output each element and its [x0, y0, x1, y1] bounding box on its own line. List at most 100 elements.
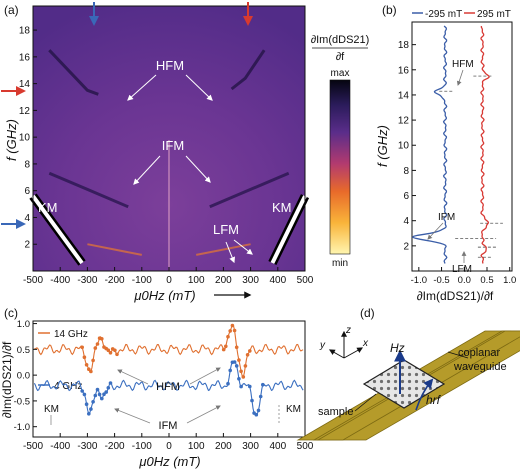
c-series-point-2 [80, 389, 84, 393]
a-ytick-label: 14 [19, 79, 31, 90]
a-ytick-label: 18 [19, 26, 31, 37]
c-series-point-1 [100, 337, 104, 341]
panel-c-x-ticks: -500 -400 -300 -200 -100 0 100 200 300 400 500 [23, 433, 314, 452]
c-series-point-2 [250, 398, 254, 403]
colorbar [329, 79, 351, 255]
c-series-point-1 [84, 363, 89, 367]
axis-y-label: y [319, 340, 326, 351]
c-series-point-1 [91, 358, 95, 363]
c-xtick-label: 200 [215, 441, 232, 452]
c-series-point-1 [221, 347, 226, 352]
heatmap-mode-lines [48, 49, 290, 256]
c-series-point-2 [234, 364, 239, 368]
c-hfm-label: HFM [156, 381, 180, 393]
c-ytick-label: -1.0 [14, 422, 30, 433]
km-line-inner-right [270, 195, 307, 264]
panel-b-xlabel: ∂Im(dDS21)/∂f [417, 289, 494, 303]
lfm-arrow-lower [225, 241, 236, 264]
axis-y-arrow [328, 349, 345, 359]
b-ytick-label: 18 [398, 40, 410, 51]
c-series-point-1 [224, 344, 228, 349]
c-series-point-2 [261, 382, 265, 387]
c-series-point-2 [97, 392, 102, 397]
c-xtick-label: -300 [77, 441, 97, 452]
a-xtick-label: -400 [50, 275, 70, 286]
panel-b-x-ticks: -1.0 -0.5 0.0 0.5 1.0 [411, 267, 516, 286]
c-xtick-label: -500 [23, 441, 43, 452]
legend-b-entry-1: -295 mT [425, 9, 462, 20]
a-ytick-label: 16 [19, 52, 31, 63]
panel-c-series [33, 323, 304, 417]
a-ytick-label: 8 [24, 159, 30, 170]
legend-c-entry-1: 14 GHz [54, 329, 88, 340]
mode-line-hfm-right [230, 49, 266, 91]
a-xtick-label: 200 [215, 275, 232, 286]
mode-line-ifm-left [48, 171, 129, 209]
c-series-line-1 [34, 324, 304, 378]
c-series-point-1 [80, 345, 84, 350]
sample-label: sample [318, 406, 353, 418]
c-series-point-1 [89, 369, 93, 374]
c-km-right-label: KM [286, 404, 301, 415]
a-xtick-label: -500 [23, 275, 43, 286]
c-series-point-1 [95, 342, 100, 346]
axis-x-label: x [362, 338, 369, 349]
c-series-point-2 [226, 381, 230, 386]
coplanar-label: coplanar [458, 347, 501, 359]
c-ifm-arrow-left [114, 408, 151, 424]
panel-c-xlabel: μ0Hz (mT) [138, 454, 200, 469]
top-blue-arrowhead-icon [89, 16, 99, 26]
c-series-point-1 [108, 351, 113, 355]
hfm-arrow-left [127, 74, 157, 101]
axis-x-arrow [343, 347, 364, 359]
lfm-arrow-upper [233, 239, 253, 255]
b-ifm-label: IFM [438, 212, 455, 223]
hz-label: Hz [390, 341, 405, 355]
panel-a-xlabel: μ0Hz (mT) [133, 288, 195, 303]
panel-b-series [411, 25, 490, 264]
c-series-point-1 [245, 353, 250, 357]
c-series-point-1 [241, 375, 246, 379]
c-series-point-1 [239, 369, 243, 374]
panel-d: (d) Hz hrf z y x coplanar waveguide samp… [296, 306, 520, 441]
b-xtick-label: -1.0 [411, 275, 427, 286]
c-series-point-2 [95, 387, 100, 392]
b-ytick-label: 16 [398, 65, 410, 76]
a-ytick-label: 2 [24, 240, 30, 251]
panel-d-label: (d) [360, 306, 375, 320]
panel-b-ylabel: f (GHz) [375, 125, 390, 167]
panel-a-ylabel: f (GHz) [4, 119, 19, 161]
a-xtick-label: 100 [188, 275, 205, 286]
c-series-point-2 [256, 408, 261, 413]
b-series-line-1 [411, 25, 448, 264]
ifm-label: IFM [162, 138, 184, 153]
c-series-point-2 [84, 402, 89, 407]
c-series-point-1 [232, 328, 237, 333]
km-line-inner-left [31, 194, 84, 265]
heatmap-km-lines [29, 193, 310, 266]
mode-line-ifm-right [209, 171, 290, 209]
panel-b-y-ticks: 2 4 6 8 10 12 14 16 18 [398, 40, 416, 252]
hrf-arrow-icon [415, 378, 434, 411]
c-series-point-2 [237, 377, 241, 381]
c-series-point-2 [258, 394, 263, 399]
c-series-point-2 [89, 407, 93, 411]
panel-b-frame [411, 21, 513, 272]
c-km-left-label: KM [44, 404, 59, 415]
ifm-arrow-left [133, 155, 161, 185]
c-series-point-1 [82, 355, 87, 360]
km-left-label: KM [38, 200, 58, 215]
legend-b-entry-2: 295 mT [477, 9, 511, 20]
c-series-point-1 [243, 364, 248, 368]
b-series-line-2 [480, 25, 490, 264]
c-ytick-label: 0.5 [17, 345, 30, 356]
a-ytick-label: 6 [24, 186, 30, 197]
panel-a-y-ticks: 2 4 6 8 10 12 14 16 18 [19, 26, 37, 251]
panel-b-label: (b) [382, 3, 397, 17]
c-xtick-label: 400 [269, 441, 286, 452]
c-xtick-label: -100 [132, 441, 152, 452]
c-hfm-arrow-right [189, 367, 221, 385]
km-right-label: KM [272, 200, 292, 215]
panel-c-frame [32, 320, 306, 438]
